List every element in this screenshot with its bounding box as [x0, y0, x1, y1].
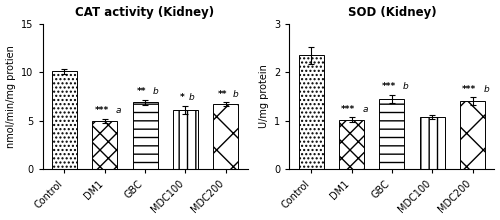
Text: b: b — [484, 85, 490, 94]
Y-axis label: nmol/min/mg protien: nmol/min/mg protien — [6, 45, 16, 148]
Bar — [52, 71, 77, 169]
Bar — [173, 110, 198, 169]
Bar — [299, 55, 324, 169]
Text: ***: *** — [462, 85, 476, 94]
Bar — [92, 121, 117, 169]
Bar — [420, 117, 445, 169]
Bar — [132, 102, 158, 169]
Text: a: a — [116, 106, 121, 115]
Text: **: ** — [137, 87, 146, 96]
Bar — [213, 104, 238, 169]
Y-axis label: U/mg protein: U/mg protein — [258, 64, 268, 128]
Text: b: b — [189, 93, 194, 102]
Title: SOD (Kidney): SOD (Kidney) — [348, 6, 436, 18]
Text: b: b — [403, 82, 408, 91]
Text: **: ** — [218, 90, 227, 99]
Text: a: a — [362, 105, 368, 114]
Text: ***: *** — [382, 82, 396, 91]
Bar — [460, 101, 485, 169]
Text: ***: *** — [342, 105, 355, 114]
Bar — [339, 120, 364, 169]
Text: b: b — [233, 90, 238, 99]
Text: *: * — [180, 93, 184, 102]
Bar — [380, 99, 404, 169]
Title: CAT activity (Kidney): CAT activity (Kidney) — [76, 6, 214, 18]
Text: ***: *** — [94, 106, 108, 115]
Text: b: b — [152, 87, 158, 96]
